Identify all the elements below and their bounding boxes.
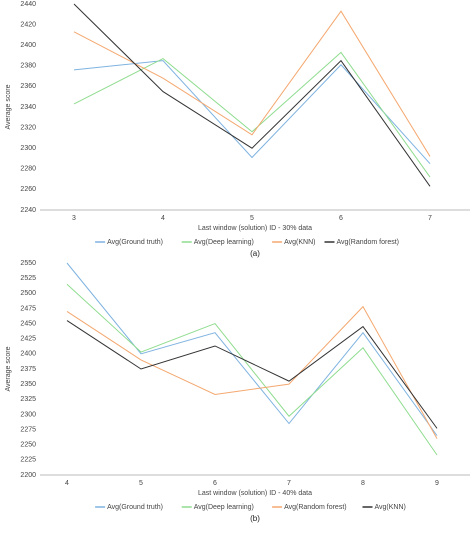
legend-label: Avg(KNN) xyxy=(284,239,315,246)
series-line xyxy=(73,10,431,157)
series-line xyxy=(66,320,438,429)
y-tick-label: 2240 xyxy=(20,207,36,214)
y-tick-label: 2400 xyxy=(20,42,36,49)
x-tick-label: 9 xyxy=(435,480,439,487)
y-tick-label: 2440 xyxy=(20,1,36,8)
y-tick-label: 2375 xyxy=(20,366,36,373)
x-tick-label: 6 xyxy=(213,480,217,487)
legend-label: Avg(Deep learning) xyxy=(194,504,254,511)
x-tick-label: 4 xyxy=(65,480,69,487)
x-tick-label: 7 xyxy=(428,215,432,222)
y-axis-label: Average score xyxy=(5,346,12,391)
legend-label: Avg(KNN) xyxy=(375,504,406,511)
y-tick-label: 2380 xyxy=(20,63,36,70)
y-tick-label: 2340 xyxy=(20,104,36,111)
legend-label: Avg(Ground truth) xyxy=(107,239,163,246)
y-tick-label: 2420 xyxy=(20,21,36,28)
y-tick-label: 2350 xyxy=(20,381,36,388)
series-line xyxy=(66,305,438,439)
series-line xyxy=(73,51,431,178)
legend-label: Avg(Deep learning) xyxy=(194,239,254,246)
y-tick-label: 2425 xyxy=(20,336,36,343)
y-tick-label: 2325 xyxy=(20,396,36,403)
y-tick-label: 2500 xyxy=(20,290,36,297)
y-tick-label: 2260 xyxy=(20,186,36,193)
y-tick-label: 2225 xyxy=(20,457,36,464)
x-tick-label: 6 xyxy=(339,215,343,222)
x-tick-label: 3 xyxy=(72,215,76,222)
y-tick-label: 2550 xyxy=(20,260,36,267)
y-tick-label: 2280 xyxy=(20,166,36,173)
y-tick-label: 2450 xyxy=(20,320,36,327)
series-line xyxy=(66,262,438,436)
y-axis-label: Average score xyxy=(5,84,12,129)
x-tick-label: 7 xyxy=(287,480,291,487)
legend-label: Avg(Ground truth) xyxy=(107,504,163,511)
y-tick-label: 2200 xyxy=(20,472,36,479)
y-tick-label: 2400 xyxy=(20,351,36,358)
legend-label: Avg(Random forest) xyxy=(284,504,347,511)
series-line xyxy=(66,283,438,456)
x-axis-label: Last window (solution) ID - 30% data xyxy=(198,225,312,232)
y-tick-label: 2475 xyxy=(20,305,36,312)
y-tick-label: 2275 xyxy=(20,426,36,433)
x-tick-label: 4 xyxy=(161,215,165,222)
y-tick-label: 2300 xyxy=(20,145,36,152)
x-axis-label: Last window (solution) ID - 40% data xyxy=(198,490,312,497)
x-tick-label: 5 xyxy=(139,480,143,487)
legend-label: Avg(Random forest) xyxy=(337,239,400,246)
y-tick-label: 2250 xyxy=(20,442,36,449)
x-tick-label: 8 xyxy=(361,480,365,487)
y-tick-label: 2525 xyxy=(20,275,36,282)
x-tick-label: 5 xyxy=(250,215,254,222)
series-line xyxy=(73,3,431,187)
series-line xyxy=(73,60,431,164)
caption: (b) xyxy=(250,514,260,523)
y-tick-label: 2300 xyxy=(20,411,36,418)
y-tick-label: 2320 xyxy=(20,124,36,131)
caption: (a) xyxy=(250,249,260,258)
y-tick-label: 2360 xyxy=(20,83,36,90)
